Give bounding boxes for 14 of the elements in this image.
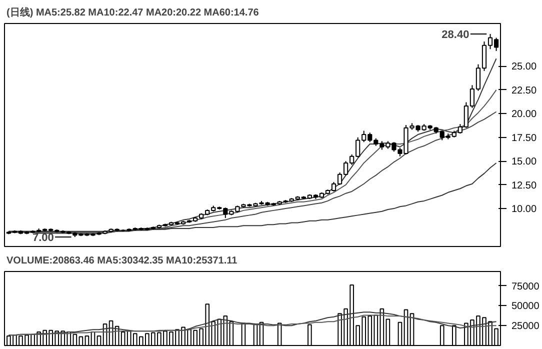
annotation: 7.00 [32, 232, 54, 244]
chart-title: (日线) MA5:25.82 MA10:22.47 MA20:20.22 MA60:14.76 [6, 6, 260, 18]
y-tick-label: 20.00 [512, 109, 537, 120]
y-tick-label: 50000 [512, 301, 540, 312]
y-tick-label: 25000 [512, 321, 540, 332]
y-tick-label: 12.50 [512, 180, 537, 192]
annotation: 28.40 [442, 28, 470, 41]
y-tick-label: 25.00 [512, 62, 537, 73]
y-tick-label: 17.50 [512, 132, 537, 144]
y-tick-label: 75000 [512, 281, 540, 292]
y-tick-label: 22.50 [512, 85, 537, 96]
y-tick-label: 10.00 [512, 204, 537, 216]
y-tick-label: 15.00 [512, 156, 537, 168]
chart-title: VOLUME:20863.46 MA5:30342.35 MA10:25371.11 [6, 256, 238, 266]
